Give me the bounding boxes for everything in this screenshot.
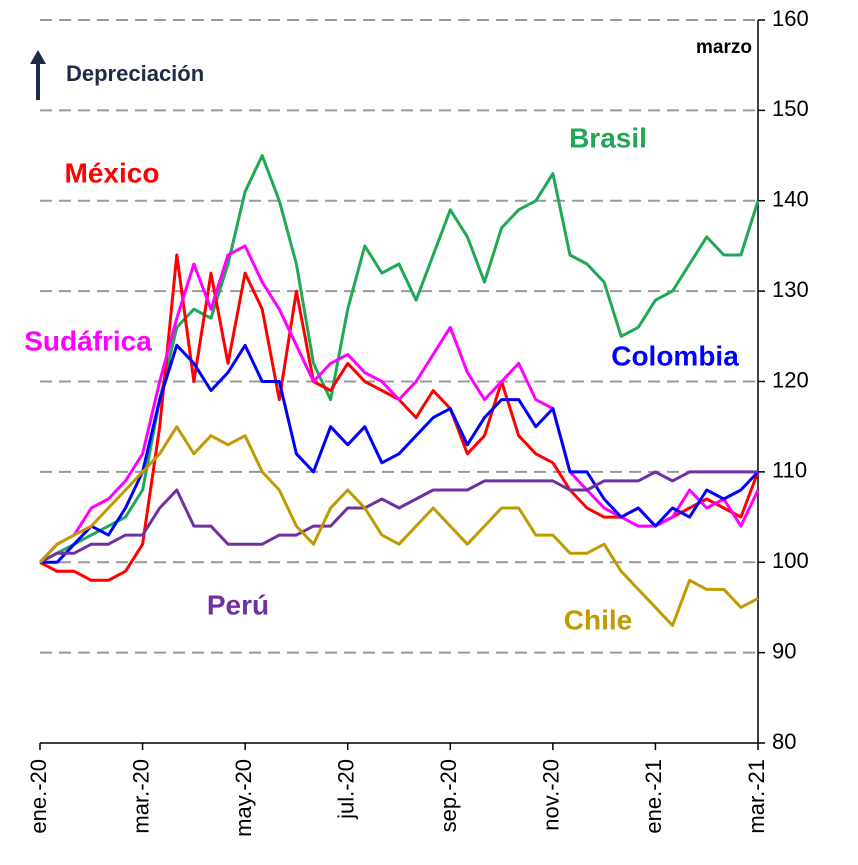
series-line — [39, 470, 758, 564]
series-label: Perú — [207, 589, 269, 620]
y-tick-label: 150 — [772, 96, 809, 121]
y-tick-label: 140 — [772, 187, 809, 212]
x-tick-label: ene.-20 — [26, 759, 51, 834]
series-label: Brasil — [569, 122, 647, 153]
y-tick-label: 110 — [772, 458, 807, 483]
annotation: Depreciación — [66, 61, 204, 86]
x-tick-label: mar.-20 — [128, 759, 153, 834]
x-tick-label: jul.-20 — [334, 759, 359, 820]
x-tick-label: ene.-21 — [641, 759, 666, 834]
x-tick-label: may.-20 — [231, 759, 256, 837]
x-tick-label: mar.-21 — [744, 759, 769, 834]
x-tick-label: nov.-20 — [539, 759, 564, 831]
y-tick-label: 120 — [772, 367, 809, 392]
series-label: México — [65, 157, 160, 188]
series-label: Chile — [564, 604, 632, 635]
y-tick-label: 130 — [772, 277, 809, 302]
series-line — [38, 425, 759, 627]
annotation: marzo — [696, 37, 752, 58]
arrow-head — [30, 50, 46, 64]
series-line — [39, 253, 760, 582]
series-label: Colombia — [611, 340, 739, 371]
y-tick-label: 90 — [772, 638, 796, 663]
y-tick-label: 160 — [772, 6, 809, 31]
x-tick-label: sep.-20 — [436, 759, 461, 832]
series-label: Sudáfrica — [24, 325, 152, 356]
y-tick-label: 80 — [772, 729, 796, 754]
series-line — [40, 343, 760, 564]
series-line — [38, 244, 760, 564]
y-tick-label: 100 — [772, 548, 809, 573]
